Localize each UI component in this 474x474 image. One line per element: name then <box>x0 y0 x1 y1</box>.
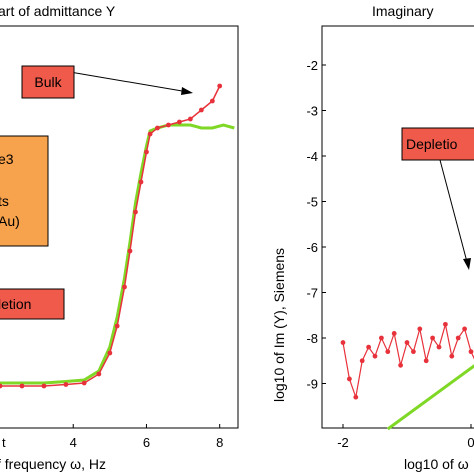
right-measured-point <box>353 394 359 400</box>
left-series-group <box>0 83 235 389</box>
right-measured-point <box>417 326 423 332</box>
left-measured-point <box>81 380 87 386</box>
depletion-left-label: letion <box>0 296 31 312</box>
left-plot-frame <box>0 25 239 429</box>
bulk-label-box <box>21 65 75 99</box>
left-measured-point <box>209 98 215 104</box>
right-measured-point <box>462 326 467 332</box>
left-measured-point <box>166 122 171 128</box>
left-measured-point <box>63 382 69 387</box>
right-axis-ticks: -202-2-3-4-5-6-7-8-9 <box>306 58 474 450</box>
left-measured-point <box>217 83 223 89</box>
depletion-right-label: Depletio <box>406 136 458 152</box>
right-plot-frame <box>321 25 474 429</box>
right-y-tick-label: -5 <box>306 195 318 210</box>
left-x-tick-label: 4 <box>70 435 77 450</box>
right-measured-point <box>430 335 435 341</box>
right-y-tick-label: -7 <box>306 286 318 301</box>
right-measured-point <box>455 335 461 341</box>
right-y-tick-label: -2 <box>306 58 318 73</box>
right-x-tick-label: -2 <box>337 435 349 450</box>
right-measured-point <box>404 340 410 345</box>
right-measured-point <box>391 331 397 336</box>
right-y-tick-label: -4 <box>306 149 318 164</box>
left-measured-point <box>19 383 25 389</box>
legend-line-1: e3 <box>0 151 14 167</box>
right-measured-point <box>366 344 371 350</box>
left-measured-point <box>133 209 138 215</box>
depletion-right-box <box>401 127 474 161</box>
left-measured-point <box>96 371 102 377</box>
right-y-tick-label: -9 <box>306 377 318 392</box>
right-y-axis-title: log10 of Im (Y), Siemens <box>271 248 287 402</box>
legend-line-3: Au) <box>0 213 20 229</box>
left-fit-line <box>0 123 235 385</box>
right-measured-point <box>398 362 403 368</box>
left-measured-point <box>155 125 160 131</box>
right-y-tick-label: -8 <box>306 331 318 346</box>
right-measured-point <box>340 340 346 345</box>
left-chart: art of admittance Y 4 6 8 t f frequency ω,… <box>0 3 239 472</box>
left-measured-point <box>198 107 204 113</box>
left-measured-point <box>41 383 47 389</box>
right-x-tick-label: 0 <box>467 435 474 450</box>
depletion-arrow-head <box>463 258 471 270</box>
left-x-partial-tick: t <box>2 435 6 450</box>
left-measured-point <box>144 149 149 155</box>
bulk-arrow-head <box>181 87 193 95</box>
bulk-arrow-line <box>69 71 189 93</box>
right-measured-point <box>359 358 365 364</box>
right-measured-point <box>379 335 384 341</box>
right-measured-point <box>372 353 378 359</box>
left-x-tick-label: 6 <box>143 435 150 450</box>
depletion-arrow-line <box>439 159 468 263</box>
right-measured-point <box>443 321 448 327</box>
left-measured-point <box>177 119 182 125</box>
left-measured-point <box>114 323 120 329</box>
legend-box <box>0 135 49 247</box>
left-measured-point <box>0 383 3 389</box>
right-series-group <box>340 321 474 431</box>
right-y-tick-label: -6 <box>306 240 318 255</box>
right-measured-point <box>423 358 429 364</box>
left-measured-point <box>127 248 133 254</box>
right-chart-title: Imaginary <box>372 3 433 19</box>
right-measured-point <box>347 376 352 382</box>
left-x-axis-title: f frequency ω, Hz <box>0 456 106 472</box>
right-y-tick-label: -3 <box>306 104 318 119</box>
right-measured-point <box>468 349 474 355</box>
left-measured-point <box>107 350 113 356</box>
left-measured-point <box>147 131 153 137</box>
right-x-axis-title: log10 of ω <box>404 456 469 472</box>
depletion-left-box <box>0 288 65 320</box>
right-measured-point <box>449 353 455 359</box>
right-chart: Imaginary -202-2-3-4-5-6-7-8-9 log10 of … <box>271 3 474 472</box>
right-measured-point <box>436 344 442 350</box>
right-fit-line <box>386 364 474 431</box>
left-x-ticks: 4 6 8 <box>70 424 223 450</box>
legend-line-2: ts <box>0 193 9 209</box>
left-measured-point <box>138 179 144 185</box>
bulk-label: Bulk <box>34 74 62 90</box>
left-chart-title: art of admittance Y <box>0 3 116 19</box>
right-measured-point <box>385 349 391 355</box>
left-x-tick-label: 8 <box>216 435 223 450</box>
left-measured-point <box>122 284 127 290</box>
left-measured-point <box>188 116 193 122</box>
right-measured-point <box>411 349 416 355</box>
